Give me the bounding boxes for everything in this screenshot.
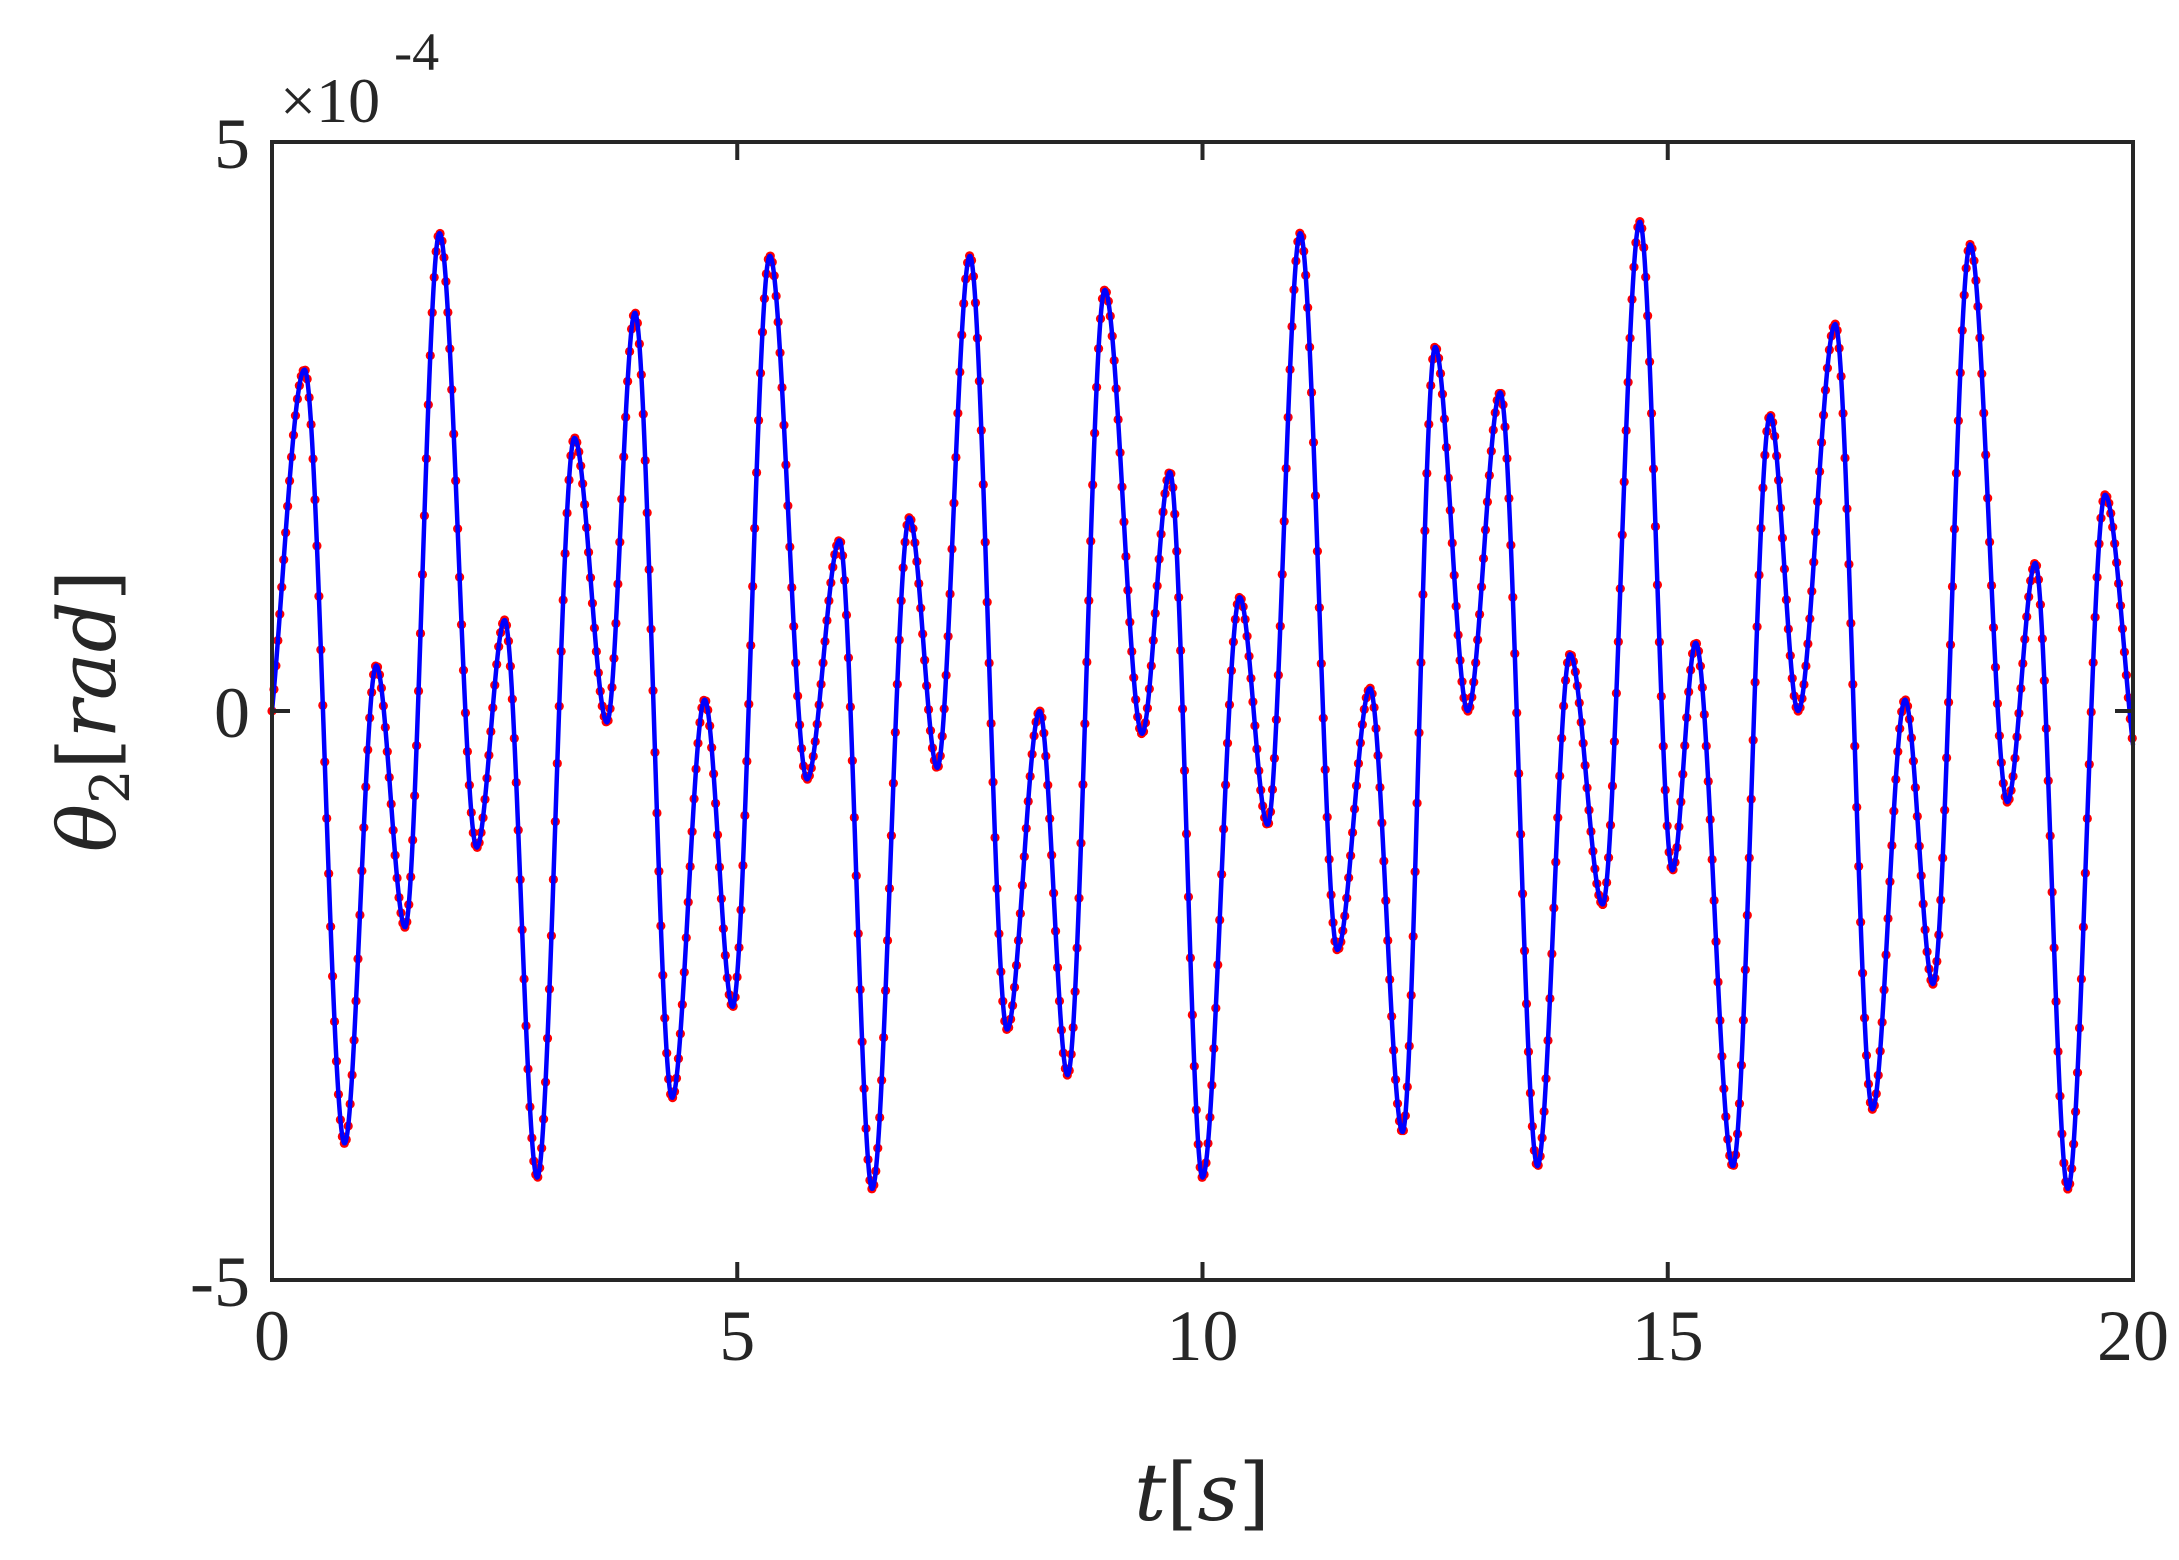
- plot-area: [272, 142, 2133, 1280]
- y-multiplier-exponent: -4: [394, 22, 439, 82]
- series-layer: [267, 217, 2137, 1194]
- x-tick-label-3: 15: [1632, 1296, 1704, 1376]
- x-tick-label-2: 10: [1167, 1296, 1239, 1376]
- x-tick-label-4: 20: [2097, 1296, 2169, 1376]
- y-tick-label-2: 5: [214, 104, 250, 184]
- x-tick-label-0: 0: [254, 1296, 290, 1376]
- x-axis-label: t[s]: [1134, 1446, 1270, 1539]
- y-tick-label-1: 0: [214, 673, 250, 753]
- y-tick-label-0: -5: [190, 1242, 250, 1322]
- y-axis-label: θ2[rad]: [41, 570, 142, 852]
- tick-layer: 0 5 10 15 20-505: [190, 104, 2169, 1376]
- y-multiplier: ×10-4: [280, 22, 439, 136]
- series-line: [269, 219, 2136, 1192]
- x-tick-label-1: 5: [719, 1296, 755, 1376]
